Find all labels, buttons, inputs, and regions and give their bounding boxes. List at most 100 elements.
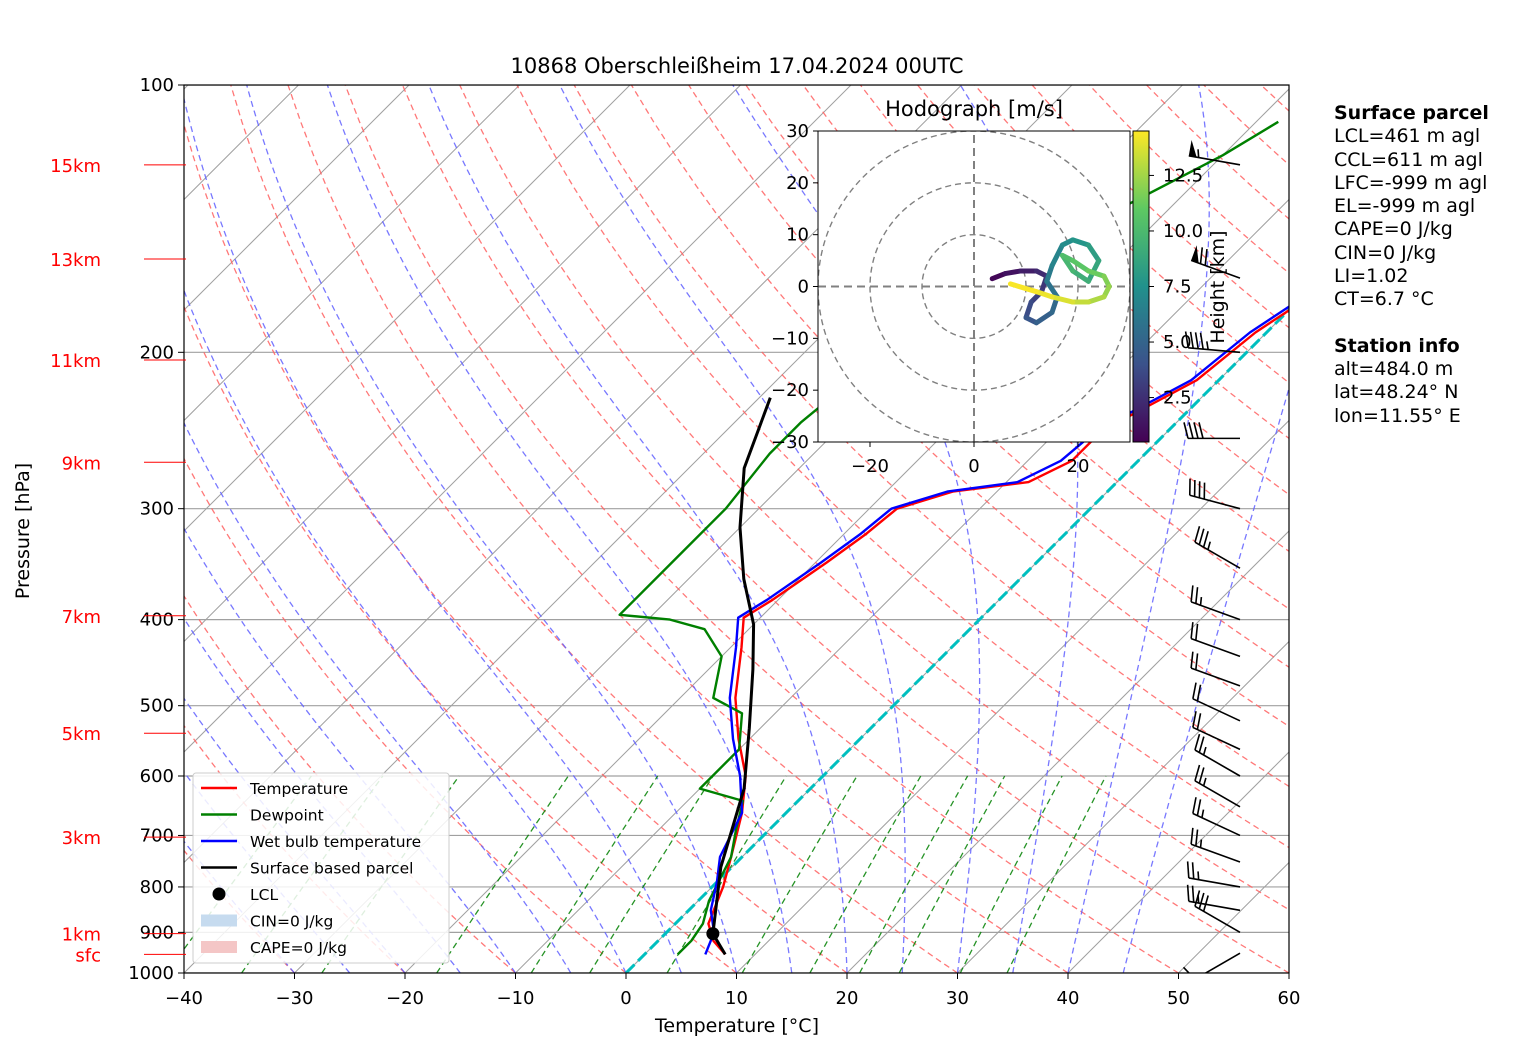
moist-adiabat-line (428, 85, 848, 973)
barb-full-feather (1192, 711, 1197, 728)
barb-staff (1190, 259, 1241, 279)
isotherm-line (184, 85, 852, 753)
barb-full-feather (1184, 331, 1189, 348)
colorbar-tick-label: 2.5 (1163, 388, 1192, 409)
y-tick-label: 100 (140, 75, 174, 96)
barb-staff (1194, 749, 1241, 777)
hodograph-segment (1070, 237, 1091, 248)
barb-full-feather (1194, 526, 1201, 543)
parcel-info-panel: Surface parcel LCL=461 m agl CCL=611 m a… (1334, 102, 1489, 428)
barb-full-feather (1182, 966, 1191, 973)
hodograph-segment (1002, 268, 1024, 277)
barb-full-feather (1195, 829, 1199, 847)
barb-staff (1194, 541, 1241, 569)
wind-barb (1183, 422, 1240, 440)
legend-label: Temperature (249, 780, 348, 798)
x-tick-label: −40 (165, 988, 203, 1009)
barb-full-feather (1198, 528, 1205, 545)
surface-parcel-line: EL=-999 m agl (1334, 195, 1476, 218)
isotherm-line (184, 85, 631, 532)
moist-adiabat-line (246, 85, 738, 973)
hodograph-x-tick-label: 0 (968, 456, 979, 477)
barb-half-feather (1199, 596, 1203, 606)
hodograph-segment (1049, 294, 1076, 305)
wind-barb (1188, 478, 1241, 510)
wind-barb (1190, 245, 1241, 279)
colorbar-ticks: 2.5 5.0 7.5 10.0 12.5 (1149, 165, 1203, 409)
surface-parcel-line: LCL=461 m agl (1334, 125, 1481, 148)
mixing-ratio-line (530, 775, 659, 973)
legend-label: CIN=0 J/kg (250, 913, 333, 931)
barb-full-feather (1198, 736, 1205, 753)
isotherm-line (515, 198, 1289, 973)
x-axis-ticks: −40 −30 −20 −10 0 10 20 30 40 50 60 (165, 973, 1300, 1009)
mixing-ratio-line (589, 775, 714, 973)
legend-swatch-dot (212, 887, 226, 901)
height-tick-label: 11km (50, 351, 101, 372)
hodograph-segment (1007, 281, 1039, 295)
surface-parcel-line: CT=6.7 °C (1334, 288, 1434, 311)
surface-parcel-line: LI=1.02 (1334, 265, 1409, 288)
height-tick-label: 3km (62, 828, 101, 849)
x-tick-label: 30 (946, 988, 969, 1009)
hodograph-trace (989, 237, 1112, 326)
x-axis-label: Temperature [°C] (654, 1015, 819, 1037)
barb-half-feather (1206, 341, 1209, 350)
y-tick-label: 200 (140, 342, 174, 363)
legend-box (192, 772, 450, 964)
barb-full-feather (1202, 531, 1209, 548)
barb-full-feather (1194, 332, 1199, 349)
surface-parcel-line: CIN=0 J/kg (1334, 241, 1437, 264)
mixing-ratio-line (741, 775, 858, 973)
moist-adiabat-line (184, 527, 517, 973)
barb-staff (1204, 952, 1241, 973)
colorbar-tick-label: 7.5 (1163, 277, 1192, 298)
barb-full-feather (1191, 862, 1195, 879)
moist-adiabat-line (184, 288, 627, 973)
hodograph-segment (1085, 268, 1107, 279)
barb-full-feather (1183, 422, 1189, 439)
hodograph-y-tick-label: −10 (771, 328, 809, 349)
wind-barb (1190, 622, 1241, 658)
moist-adiabat-line (1067, 85, 1210, 973)
mixing-ratio-line (809, 775, 922, 973)
x-tick-label: −10 (497, 988, 535, 1009)
barb-staff (1188, 155, 1241, 166)
wind-barb (1192, 711, 1241, 751)
barb-full-feather (1195, 587, 1199, 604)
legend-label: Wet bulb temperature (250, 833, 421, 851)
barb-staff (1190, 637, 1241, 658)
barb-full-feather (1202, 895, 1209, 912)
surface-parcel-line: CCL=611 m agl (1334, 148, 1483, 171)
barb-full-feather (1194, 764, 1201, 782)
wind-barb (1188, 140, 1241, 166)
dry-adiabat-line (184, 305, 737, 973)
legend-swatch-patch (201, 914, 237, 927)
y-tick-label: 500 (140, 696, 174, 717)
x-tick-label: 0 (620, 988, 631, 1009)
barb-full-feather (1198, 767, 1205, 784)
moist-adiabat-line (959, 85, 1079, 973)
isotherm-line (846, 530, 1289, 973)
barb-full-feather (1198, 892, 1205, 910)
mixing-ratio-line (1006, 775, 1107, 973)
barb-half-feather (1199, 839, 1203, 848)
x-tick-label: 40 (1057, 988, 1080, 1009)
hodograph-x-tick-label: 20 (1067, 456, 1090, 477)
barb-staff (1192, 698, 1241, 722)
wind-barb (1186, 884, 1241, 912)
sounding-line (711, 397, 772, 956)
colorbar-tick-label: 12.5 (1163, 165, 1203, 186)
hodograph-segment (1085, 242, 1102, 264)
x-tick-label: 60 (1278, 988, 1301, 1009)
height-tick-label: 7km (62, 607, 101, 628)
dry-adiabat-line (344, 85, 1179, 973)
hodograph-segment (1033, 309, 1055, 326)
legend-swatch-patch (201, 941, 237, 953)
wind-barb (1194, 526, 1241, 569)
wind-barb (1192, 797, 1241, 837)
x-tick-label: −30 (276, 988, 314, 1009)
barb-staff (1194, 905, 1241, 934)
moist-adiabat-line (184, 421, 572, 973)
barb-staff (1190, 667, 1241, 687)
